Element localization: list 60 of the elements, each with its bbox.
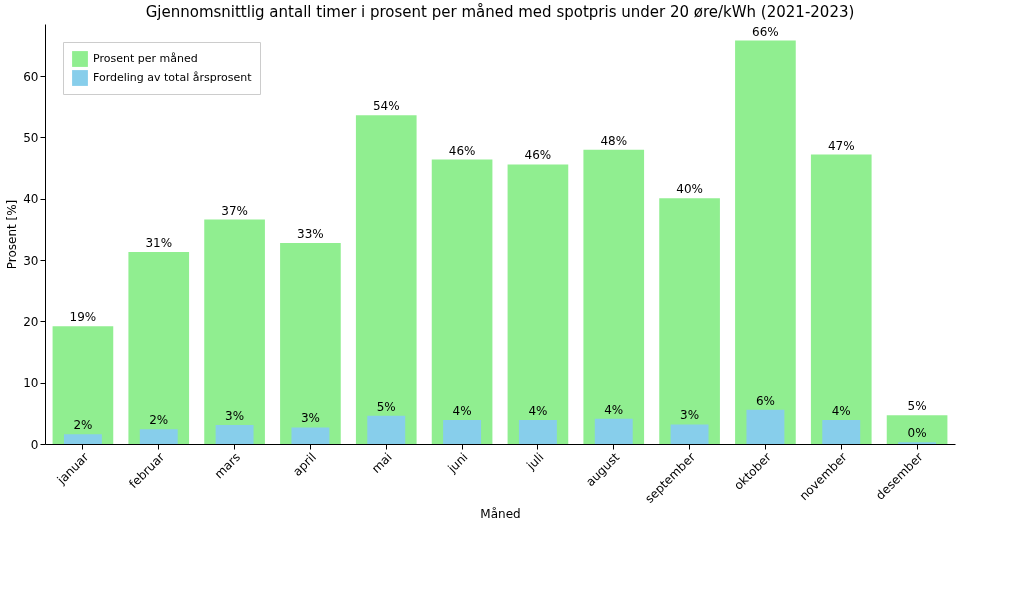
data-label: 47% — [827, 138, 855, 153]
data-label: 46% — [448, 143, 476, 158]
bar — [670, 424, 709, 444]
y-tick-label: 30 — [23, 253, 39, 268]
data-label: 37% — [221, 203, 248, 218]
bar — [822, 420, 861, 444]
data-label: 3% — [225, 408, 245, 423]
bar — [594, 418, 633, 444]
data-label: 5% — [376, 399, 396, 414]
data-label: 4% — [528, 404, 548, 419]
bar — [139, 429, 178, 444]
bar — [52, 326, 114, 444]
bar — [746, 409, 785, 444]
x-tick-label: juli — [523, 450, 547, 474]
x-axis-title: Måned — [480, 507, 521, 522]
bar — [280, 242, 341, 444]
bar — [659, 198, 720, 444]
y-tick-label: 20 — [23, 314, 39, 329]
data-label: 4% — [452, 404, 472, 419]
bar — [507, 164, 569, 444]
y-tick-label: 10 — [23, 376, 39, 391]
bar — [367, 415, 406, 444]
legend-label: Fordeling av total årsprosent — [93, 71, 253, 84]
y-tick-label: 50 — [23, 130, 39, 145]
bar — [810, 154, 872, 444]
data-label: 3% — [680, 408, 700, 423]
data-label: 48% — [600, 133, 628, 148]
data-label: 6% — [755, 393, 775, 408]
bar — [291, 427, 330, 444]
bar — [215, 424, 254, 444]
chart-title: Gjennomsnittlig antall timer i prosent per måned med spotpris under 20 øre/kWh (2021-2023) — [145, 3, 855, 21]
bar — [735, 40, 796, 444]
y-tick-label: 0 — [30, 437, 39, 452]
bar — [63, 434, 102, 444]
data-label: 2% — [149, 413, 169, 428]
legend-label: Prosent per måned — [93, 52, 198, 65]
bar — [518, 420, 557, 444]
bar — [128, 252, 190, 444]
data-label: 33% — [297, 226, 324, 241]
data-label: 19% — [69, 310, 97, 325]
data-label: 2% — [73, 418, 93, 433]
data-label: 54% — [372, 99, 400, 114]
data-label: 4% — [604, 402, 624, 417]
y-tick-label: 40 — [23, 192, 39, 207]
data-label: 46% — [524, 148, 552, 163]
data-label: 66% — [752, 24, 779, 39]
bar — [355, 115, 417, 444]
y-axis-title: Prosent [%] — [5, 199, 20, 270]
bar — [431, 159, 493, 444]
bar — [443, 420, 482, 444]
data-label: 0% — [907, 426, 927, 441]
y-tick-label: 60 — [23, 69, 39, 84]
bar — [886, 415, 948, 444]
data-label: 4% — [831, 404, 851, 419]
data-label: 3% — [300, 411, 320, 426]
data-label: 5% — [907, 399, 927, 414]
bar — [204, 219, 265, 444]
bar — [583, 149, 645, 444]
data-label: 31% — [145, 236, 173, 251]
data-label: 40% — [676, 182, 703, 197]
